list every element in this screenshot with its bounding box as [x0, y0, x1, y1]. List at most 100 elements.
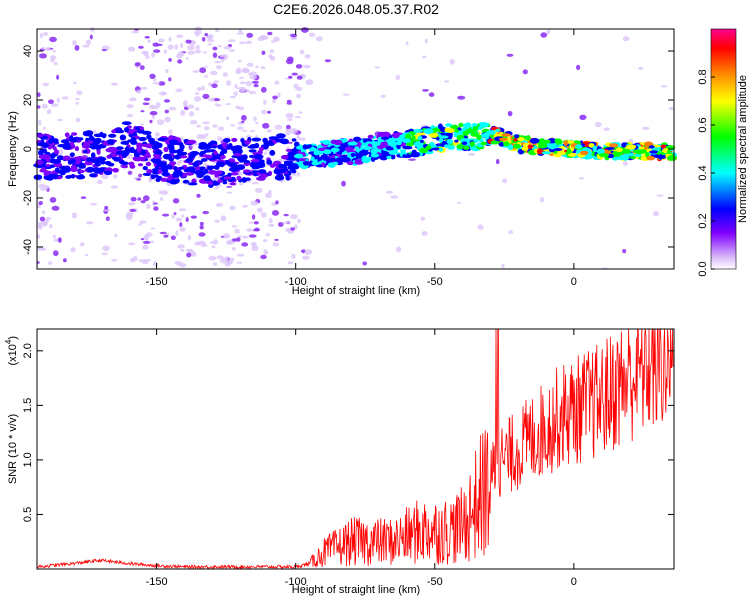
spectrogram-ridge-cell [140, 157, 146, 162]
spectrogram-speckle [202, 121, 210, 125]
spectrogram-ridge-cell [198, 144, 208, 150]
spectrogram-speckle [277, 92, 281, 98]
spectrogram-speckle [61, 96, 69, 100]
spectrogram-ridge-cell [41, 166, 46, 172]
spectrogram-ridge-cell [646, 155, 655, 161]
spectrogram-speckle [259, 35, 267, 41]
spectrogram-ridge-cell [299, 165, 304, 169]
spectrogram-ridge-cell [243, 169, 251, 173]
spectrogram-speckle [229, 95, 236, 99]
spectrogram-speckle [86, 39, 91, 45]
spectrogram-speckle [408, 158, 416, 161]
spectrogram-speckle [324, 59, 332, 63]
spectrogram-ridge-cell [157, 137, 166, 142]
spectrogram-speckle [38, 119, 42, 126]
spectrogram-speckle [250, 200, 259, 206]
spectrogram-speckle [39, 216, 46, 222]
spectrogram-speckle [139, 65, 145, 70]
spectrogram-speckle [457, 201, 462, 204]
spectrogram-speckle [641, 126, 650, 130]
spectrogram-ridge-cell [450, 125, 459, 130]
spectrogram-ridge-cell [321, 162, 326, 167]
spectrogram-speckle [546, 29, 551, 35]
spectrogram-ridge-cell [86, 166, 95, 173]
spectrogram-speckle [56, 74, 60, 80]
spectrogram-ridge-cell [233, 153, 242, 157]
spectrogram-ridge-cell [441, 140, 447, 146]
spectrogram-ridge-cell [476, 134, 482, 140]
spectrogram-speckle [231, 225, 238, 228]
colorbar-gradient [710, 28, 737, 270]
spectrogram-speckle [251, 245, 259, 252]
snr-y-tick-label: 1.5 [22, 398, 34, 413]
spectrogram-ridge-cell [667, 155, 677, 161]
spectrogram-ridge-cell [89, 173, 97, 178]
spectrogram-ridge-cell [108, 133, 117, 138]
spectrogram-speckle [275, 200, 279, 205]
spectrogram-ridge-cell [107, 146, 117, 151]
spectrogram-speckle [449, 58, 455, 65]
spectrogram-ridge-cell [413, 129, 423, 133]
spectrogram-speckle [207, 39, 215, 42]
snr-x-tick-label: -50 [427, 576, 443, 588]
spectrogram-ridge-cell [82, 130, 91, 137]
spectrogram-ridge-cell [231, 137, 238, 142]
spectrogram-speckle [302, 255, 310, 260]
spectrogram-ridge-cell [107, 139, 115, 145]
spectrogram-speckle [191, 251, 197, 257]
spectrogram-ridge-cell [111, 129, 117, 134]
spectrogram-ridge-cell [541, 139, 551, 144]
spectrogram-speckle [265, 232, 271, 237]
spectrogram-speckle [158, 81, 166, 86]
spectrogram-speckle [291, 72, 298, 76]
spectrogram-ridge-cell [541, 151, 551, 155]
spectrogram-speckle [223, 46, 231, 50]
spectrogram-ridge-cell [328, 158, 337, 161]
spectrogram-speckle [246, 32, 254, 38]
spectrogram-ridge-cell [149, 141, 160, 145]
spectrogram-speckle [155, 132, 160, 137]
spectrogram-speckle [180, 249, 185, 252]
spectrogram-speckle [52, 49, 56, 53]
spectrogram-speckle [103, 209, 111, 212]
spectrogram-speckle [150, 240, 154, 244]
spectrogram-ridge-cell [513, 138, 518, 142]
spectrogram-ridge-cell [204, 154, 214, 159]
spectrogram-speckle [212, 46, 218, 51]
spectrogram-x-tick-label: -50 [427, 276, 443, 288]
spectrogram-ridge-cell [311, 161, 320, 166]
spectrogram-speckle [242, 204, 248, 208]
colorbar-tick-label: 0.8 [697, 69, 709, 84]
spectrogram-ridge-cell [185, 158, 194, 163]
spectrogram-ridge-cell [370, 153, 380, 158]
spectrogram-ridge-cell [414, 142, 423, 148]
spectrogram-ridge-cell [385, 146, 392, 151]
spectrogram-speckle [178, 208, 187, 212]
snr-series-line [36, 328, 674, 570]
spectrogram-speckle [113, 174, 118, 179]
spectrogram-ridge-cell [388, 150, 398, 155]
spectrogram-speckle [669, 107, 674, 111]
spectrogram-speckle [260, 66, 266, 70]
spectrogram-speckle [287, 118, 293, 122]
spectrogram-ridge-cell [370, 148, 378, 155]
spectrogram-speckle [89, 34, 93, 40]
spectrogram-speckle [209, 70, 218, 76]
spectrogram-ridge-cell [186, 139, 197, 145]
spectrogram-speckle [127, 113, 134, 118]
spectrogram-ridge-cell [162, 153, 172, 160]
spectrogram-ridge-cell [152, 174, 159, 178]
spectrogram-panel: -150 -100 -50 0 -40 -20 0 20 40 Height of strai… [7, 26, 678, 297]
spectrogram-speckle [208, 82, 212, 87]
spectrogram-speckle [165, 68, 169, 74]
spectrogram-speckle [262, 122, 270, 129]
spectrogram-speckle [171, 213, 176, 219]
spectrogram-ridge-cell [178, 166, 185, 170]
spectrogram-ridge-cell [638, 146, 645, 150]
spectrogram-speckle [213, 80, 220, 83]
spectrogram-ridge-cell [97, 156, 107, 162]
spectrogram-speckle [180, 109, 186, 116]
spectrogram-ridge-cell [621, 142, 627, 148]
spectrogram-speckle [168, 36, 172, 42]
spectrogram-speckle [253, 116, 257, 122]
